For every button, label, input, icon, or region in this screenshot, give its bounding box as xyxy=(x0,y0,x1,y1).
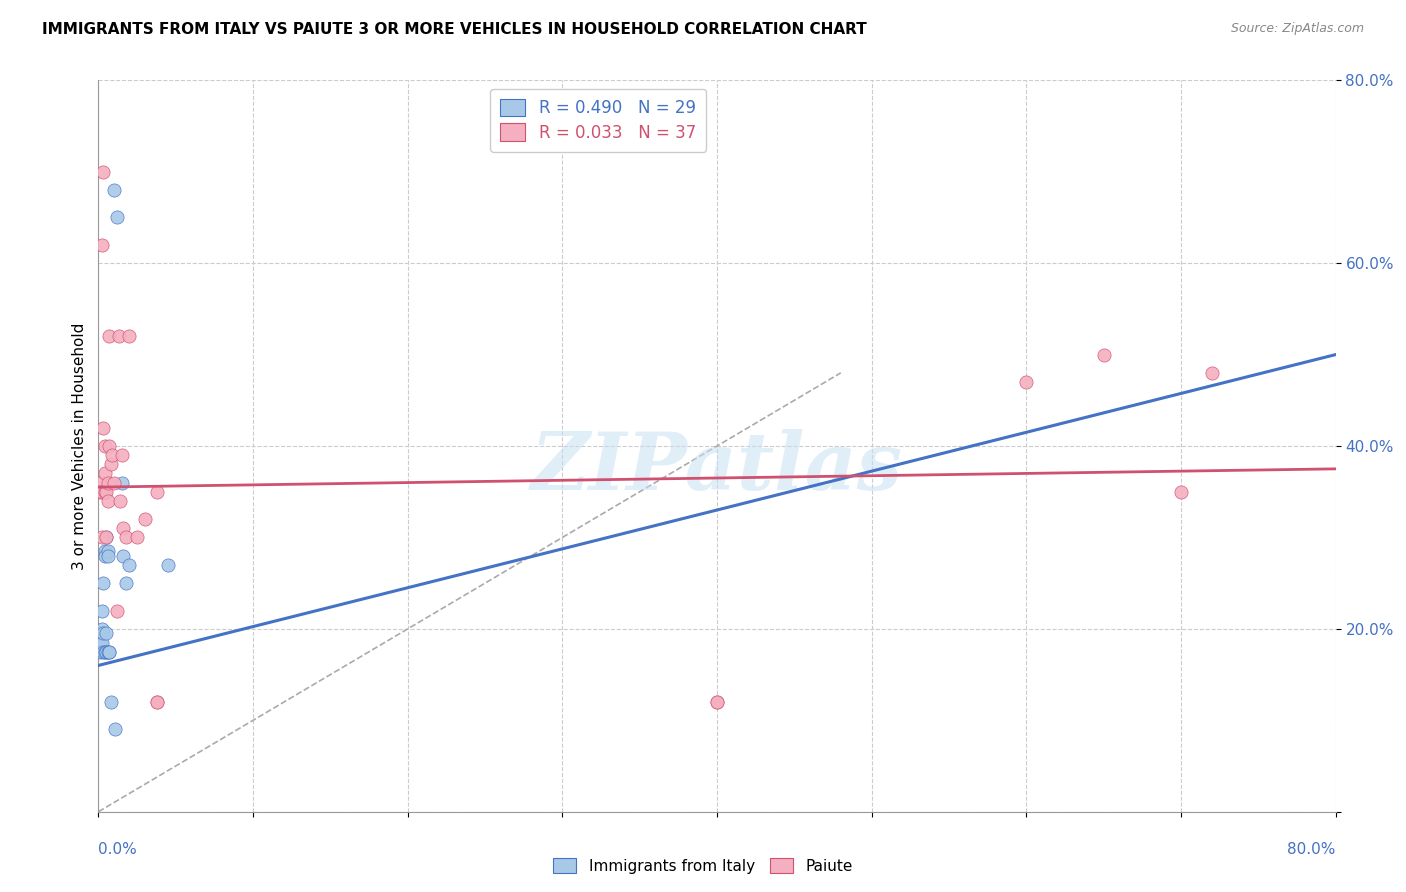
Point xyxy=(115,530,138,544)
Point xyxy=(706,695,728,709)
Point xyxy=(127,530,149,544)
Point xyxy=(98,439,121,453)
Text: IMMIGRANTS FROM ITALY VS PAIUTE 3 OR MORE VEHICLES IN HOUSEHOLD CORRELATION CHAR: IMMIGRANTS FROM ITALY VS PAIUTE 3 OR MOR… xyxy=(42,22,868,37)
Point xyxy=(105,603,128,617)
Point xyxy=(105,211,128,225)
Point xyxy=(100,695,122,709)
Point xyxy=(93,645,115,659)
Point xyxy=(91,165,114,179)
Point xyxy=(146,695,169,709)
Point xyxy=(90,622,112,636)
Point xyxy=(134,512,156,526)
Point xyxy=(103,183,125,197)
Point xyxy=(104,723,127,737)
Text: 80.0%: 80.0% xyxy=(1288,842,1336,857)
Point xyxy=(89,475,111,490)
Point xyxy=(97,645,120,659)
Point xyxy=(90,484,112,499)
Point xyxy=(89,626,111,640)
Y-axis label: 3 or more Vehicles in Household: 3 or more Vehicles in Household xyxy=(72,322,87,570)
Point xyxy=(97,549,120,563)
Point xyxy=(146,484,169,499)
Point xyxy=(93,549,115,563)
Point xyxy=(157,558,180,572)
Point xyxy=(101,448,124,462)
Text: 0.0%: 0.0% xyxy=(98,842,138,857)
Point xyxy=(98,645,121,659)
Legend: R = 0.490   N = 29, R = 0.033   N = 37: R = 0.490 N = 29, R = 0.033 N = 37 xyxy=(491,88,706,152)
Point xyxy=(111,475,132,490)
Point xyxy=(91,645,114,659)
Point xyxy=(93,544,115,558)
Point xyxy=(98,329,121,343)
Point xyxy=(93,439,115,453)
Point xyxy=(96,530,118,544)
Point xyxy=(91,626,114,640)
Legend: Immigrants from Italy, Paiute: Immigrants from Italy, Paiute xyxy=(547,852,859,880)
Point xyxy=(97,475,120,490)
Point xyxy=(90,635,112,649)
Point xyxy=(89,645,111,659)
Text: Source: ZipAtlas.com: Source: ZipAtlas.com xyxy=(1230,22,1364,36)
Point xyxy=(96,530,118,544)
Point xyxy=(90,238,112,252)
Point xyxy=(118,329,141,343)
Point xyxy=(93,467,115,481)
Point xyxy=(98,645,121,659)
Point xyxy=(146,695,169,709)
Point xyxy=(97,544,120,558)
Point xyxy=(96,626,118,640)
Point xyxy=(93,484,115,499)
Point xyxy=(89,635,111,649)
Point xyxy=(96,484,118,499)
Point xyxy=(96,645,118,659)
Point xyxy=(118,558,141,572)
Point xyxy=(100,458,122,472)
Point xyxy=(90,530,112,544)
Point xyxy=(90,603,112,617)
Point xyxy=(112,521,135,535)
Point xyxy=(108,493,131,508)
Point xyxy=(107,329,129,343)
Point xyxy=(1092,348,1115,362)
Point xyxy=(97,493,120,508)
Point xyxy=(1201,366,1223,380)
Text: ZIPatlas: ZIPatlas xyxy=(531,429,903,507)
Point xyxy=(1015,375,1038,389)
Point xyxy=(103,475,125,490)
Point xyxy=(91,421,114,435)
Point xyxy=(111,448,132,462)
Point xyxy=(706,695,728,709)
Point xyxy=(89,484,111,499)
Point xyxy=(91,576,114,591)
Point xyxy=(112,549,135,563)
Point xyxy=(1170,484,1192,499)
Point xyxy=(115,576,138,591)
